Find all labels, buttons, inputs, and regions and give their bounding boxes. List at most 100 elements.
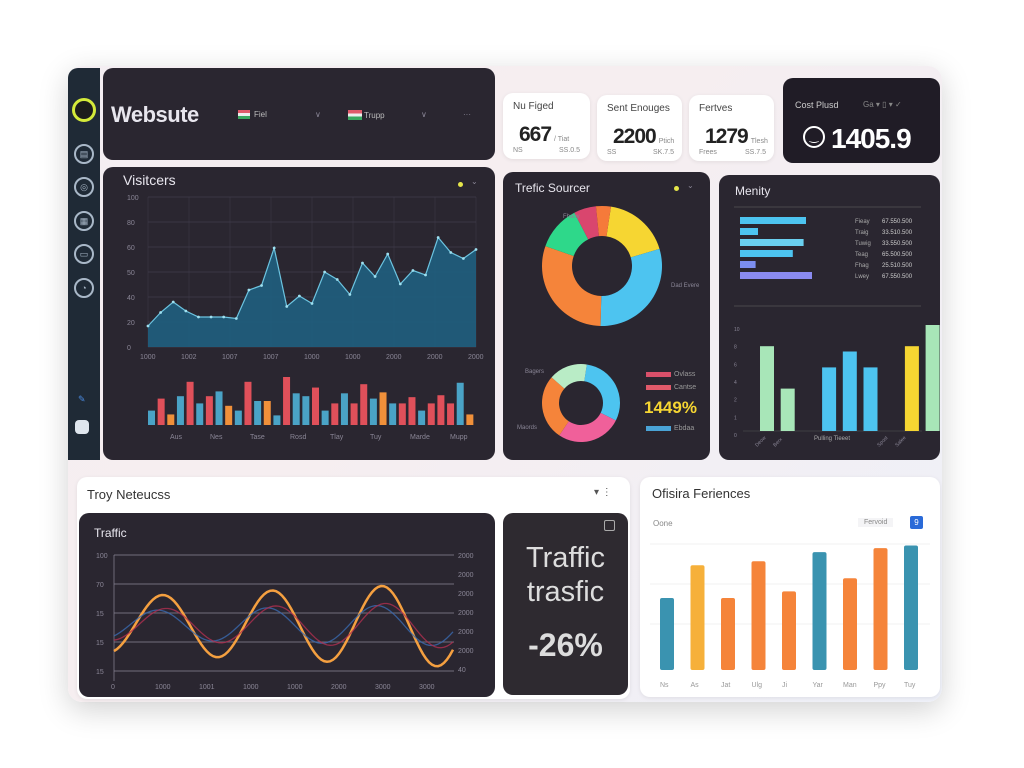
y-tick-label: 15 — [96, 669, 104, 676]
bar — [273, 415, 281, 425]
y-tick-label: 8 — [734, 345, 737, 351]
hbar-amount: 67.550.500 — [882, 219, 913, 225]
more-icon[interactable]: ··· — [463, 110, 471, 119]
x-tick-label: Ppy — [874, 682, 887, 689]
data-point — [184, 309, 188, 313]
x-tick-label: 1000 — [345, 354, 361, 361]
donut-slice — [600, 248, 662, 326]
bar — [225, 405, 233, 425]
donut-slice — [542, 246, 602, 326]
bar — [331, 403, 339, 425]
traffic-chart-title: Traffic — [94, 526, 127, 540]
bar — [176, 396, 184, 425]
x-tick-label: 1000 — [155, 684, 171, 691]
series-line — [113, 602, 454, 649]
legend: Ovlass Cantse Ebdaa — [646, 368, 696, 435]
x-tick-label: Yar — [813, 682, 824, 689]
traffic-line-chart: 100 70 15 15 15 2000 2000 2000 2000 2000 2000 40 0 10… — [96, 553, 474, 691]
x-tick-label: 2000 — [386, 354, 402, 361]
kpi-label: Fertves — [699, 103, 733, 114]
x-tick-label: 1000 — [287, 684, 303, 691]
cost-controls[interactable]: Ga ▾ ▯ ▾ ✓ — [863, 100, 902, 109]
clock-icon[interactable]: ◔ — [74, 278, 94, 298]
chevron-down-icon[interactable]: ∨ — [421, 110, 427, 119]
export-icon[interactable] — [604, 520, 615, 531]
chevron-down-icon[interactable]: ⌄ — [471, 177, 478, 186]
data-point — [424, 273, 427, 277]
x-tick-label: Jat — [721, 682, 730, 689]
hbar-name: Teag — [855, 252, 868, 258]
user-icon[interactable] — [75, 420, 89, 434]
chevron-down-icon[interactable]: ⌄ — [687, 181, 694, 190]
legend-swatch — [646, 385, 671, 390]
x-tick-label: 2000 — [427, 354, 443, 361]
bar — [283, 377, 291, 425]
monthly-charts: Fieay 67.550.500 Traig 33.510.500 Tuwig 33.55… — [734, 206, 940, 449]
x-tick-label: Nes — [210, 434, 223, 441]
header: Websute Fiel ∨ Trupp ∨ ··· — [103, 68, 495, 160]
bar — [782, 591, 796, 670]
x-tick-label: 3000 — [419, 684, 435, 691]
bar — [904, 545, 918, 670]
hbar-name: Tuwig — [855, 241, 871, 247]
logo-icon[interactable] — [72, 98, 96, 122]
traffic-sources-title: Trefic Sourcer — [515, 181, 590, 195]
help-icon[interactable]: ✎ — [78, 394, 86, 404]
traffic-card-line2: trasfic — [526, 576, 605, 608]
hbar — [740, 272, 812, 279]
kpi-card[interactable]: Sent Enouges 2200 Ptich SS SK.7.5 — [597, 95, 682, 161]
data-point — [386, 252, 390, 256]
donut-slice — [559, 412, 616, 442]
filter-input[interactable]: Oone — [653, 519, 673, 528]
target-icon[interactable]: ◎ — [74, 177, 94, 197]
legend-item: Ovlass — [646, 368, 696, 381]
data-point — [436, 236, 440, 239]
bar — [234, 410, 242, 425]
data-point — [461, 257, 465, 260]
bar — [437, 395, 445, 425]
kpi-unit: Ptich — [658, 138, 675, 145]
y-tick-label-right: 40 — [458, 667, 466, 674]
x-tick-label: Rosd — [290, 434, 306, 441]
x-tick-label: Aus — [170, 434, 183, 441]
data-point — [449, 251, 453, 254]
bar — [321, 410, 329, 425]
series-line — [113, 584, 455, 668]
bar — [340, 393, 348, 425]
donut-label: Bagers — [525, 369, 544, 375]
chevron-down-icon[interactable]: ∨ — [315, 110, 321, 119]
x-tick-label: Spost — [876, 435, 890, 449]
grid-icon[interactable]: ▦ — [74, 211, 94, 231]
card-icon[interactable]: ▭ — [74, 244, 94, 264]
panel-menu-icon[interactable]: ▾ ⋮ — [594, 487, 612, 498]
x-tick-label: Berx — [772, 437, 784, 449]
x-tick-label: 1000 — [140, 354, 156, 361]
bar — [196, 403, 204, 425]
y-tick-label-right: 2000 — [458, 553, 474, 560]
hbar-amount: 33.550.500 — [882, 241, 913, 247]
x-tick-label: Tlay — [330, 434, 344, 441]
x-tick-label: Ji — [782, 682, 788, 689]
bar — [456, 382, 464, 425]
data-point — [272, 246, 276, 250]
x-tick-label: 1000 — [243, 684, 259, 691]
legend-label: Ebdaa — [674, 425, 695, 432]
apply-button[interactable]: 9 — [910, 516, 923, 529]
period-select[interactable]: Fervoid — [858, 518, 894, 527]
kpi-sub-left: NS — [513, 147, 523, 154]
data-point — [323, 270, 327, 274]
donut-slice — [606, 206, 660, 258]
bar — [873, 548, 888, 670]
heart-face-icon: ‿ — [803, 126, 825, 148]
bar — [863, 367, 878, 431]
x-tick-label: Man — [843, 682, 857, 689]
filter-2[interactable]: Trupp — [348, 110, 385, 120]
y-tick-label-right: 2000 — [458, 629, 474, 636]
filter-1[interactable]: Fiel — [238, 110, 267, 119]
chart-icon[interactable]: ▤ — [74, 144, 94, 164]
kpi-card[interactable]: Fertves 1279 Tlesh Frees SS.7.5 — [689, 95, 774, 161]
bar — [254, 401, 262, 425]
bar — [904, 346, 919, 431]
kpi-card[interactable]: Nu Figed 667 / Tiat NS SS.0.5 — [503, 93, 590, 159]
x-tick-label: Salee — [894, 435, 907, 448]
